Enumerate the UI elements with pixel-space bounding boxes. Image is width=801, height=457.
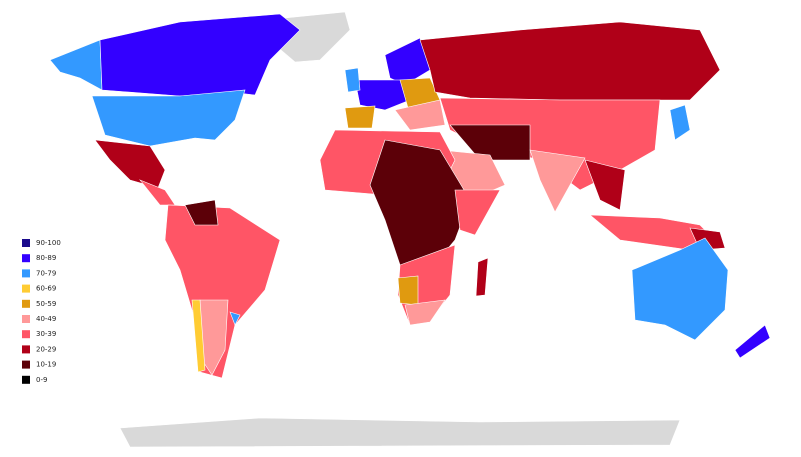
- legend-swatch: [22, 239, 30, 247]
- antarctica: [119, 417, 681, 448]
- botswana: [397, 275, 419, 306]
- new-zealand: [734, 324, 771, 359]
- legend-swatch: [22, 269, 30, 278]
- legend-label: 60-69: [36, 285, 56, 293]
- legend-label: 30-39: [36, 330, 56, 338]
- usa: [91, 89, 246, 147]
- legend-label: 20-29: [36, 345, 56, 353]
- india: [529, 149, 586, 213]
- legend-swatch: [22, 360, 30, 369]
- legend-swatch: [22, 284, 30, 293]
- scandinavia: [384, 37, 431, 86]
- western-europe: [354, 79, 411, 111]
- legend: 90-100 80-89 70-79 60-69 50-59 40-49 30-39 20-2…: [22, 239, 61, 384]
- south-america: [164, 204, 281, 379]
- legend-label: 0-9: [36, 376, 47, 384]
- balkans: [394, 99, 446, 131]
- middle-east: [449, 124, 531, 161]
- legend-label: 10-19: [36, 361, 56, 369]
- mexico: [94, 139, 166, 189]
- legend-swatch: [22, 375, 30, 384]
- legend-label: 40-49: [36, 315, 56, 323]
- uruguay: [229, 311, 241, 326]
- legend-swatch: [22, 330, 30, 339]
- legend-label: 50-59: [36, 300, 56, 308]
- horn-of-africa: [454, 189, 501, 236]
- south-africa: [404, 299, 446, 326]
- legend-label: 70-79: [36, 269, 56, 277]
- madagascar: [475, 257, 489, 297]
- legend-swatch: [22, 315, 30, 323]
- russia: [419, 21, 721, 101]
- legend-label: 90-100: [36, 239, 61, 247]
- australia: [631, 237, 729, 341]
- southeast-asia: [584, 159, 626, 211]
- iberia: [344, 105, 376, 129]
- venezuela: [184, 199, 219, 226]
- legend-label: 80-89: [36, 254, 56, 262]
- landmasses: [49, 11, 771, 448]
- legend-swatch: [22, 299, 30, 308]
- central-america: [139, 179, 176, 206]
- uk: [344, 67, 361, 93]
- japan: [669, 104, 691, 141]
- legend-swatch: [22, 345, 30, 354]
- chile: [191, 299, 206, 373]
- canada: [99, 13, 301, 97]
- legend-swatch: [22, 254, 30, 263]
- alaska: [49, 39, 103, 91]
